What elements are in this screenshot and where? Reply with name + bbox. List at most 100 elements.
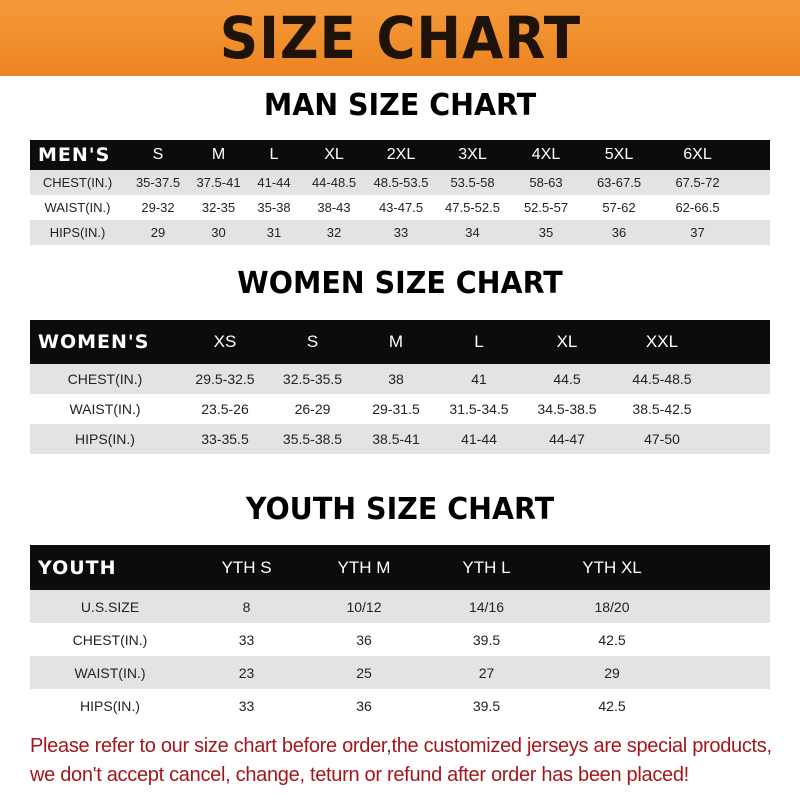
size-value: 29 — [604, 664, 620, 681]
banner-title: SIZE CHART — [219, 4, 581, 72]
row-label: CHEST(IN.) — [67, 371, 143, 387]
size-value: 39.5 — [472, 697, 501, 714]
row-label: U.S.SIZE — [80, 598, 140, 615]
size-value: 5XL — [604, 146, 634, 163]
size-value: 41-44 — [461, 431, 497, 447]
row-label: YOUTH — [38, 556, 117, 579]
size-value: 31 — [266, 225, 282, 240]
size-value: 29-31.5 — [372, 401, 420, 417]
size-value: 6XL — [683, 146, 712, 163]
table-row: HIPS(IN.) 29 30 31 32 33 34 35 36 37 — [30, 220, 770, 245]
size-value: XS — [213, 332, 237, 351]
table-row: CHEST(IN.) 33 36 39.5 42.5 — [30, 623, 770, 656]
row-label: WAIST(IN.) — [74, 664, 146, 681]
size-value: 57-62 — [602, 200, 636, 215]
row-label: CHEST(IN.) — [42, 175, 113, 190]
size-value: S — [306, 332, 319, 351]
row-label: WOMEN'S — [38, 331, 150, 353]
size-value: 44-47 — [549, 431, 585, 447]
header-row: WOMEN'S XS S M L XL XXL — [30, 320, 770, 364]
size-value: 34.5-38.5 — [537, 401, 597, 417]
size-value: YTH S — [221, 557, 272, 577]
size-value: 44.5-48.5 — [632, 371, 692, 387]
size-value: YTH XL — [582, 557, 642, 577]
size-value: 38-43 — [317, 200, 351, 215]
table-row: CHEST(IN.) 29.5-32.5 32.5-35.5 38 41 44.5 44.5… — [30, 364, 770, 394]
youth-size-table: YOUTH YTH S YTH M YTH L YTH XL U.S.SIZE 8 10/12… — [30, 545, 770, 722]
size-value: 26-29 — [294, 401, 331, 417]
size-value: 25 — [356, 664, 372, 681]
size-value: 29.5-32.5 — [195, 371, 255, 387]
size-value: 36 — [356, 631, 372, 648]
row-label: WAIST(IN.) — [69, 401, 141, 417]
size-value: XL — [324, 146, 344, 163]
row-label: MEN'S — [38, 144, 111, 166]
size-value: 14/16 — [468, 598, 505, 615]
size-value: 47.5-52.5 — [445, 200, 500, 215]
notice-line: we don't accept cancel, change, teturn o… — [30, 764, 689, 786]
size-value: 32 — [326, 225, 342, 240]
size-value: 36 — [356, 697, 372, 714]
row-label: HIPS(IN.) — [80, 697, 140, 714]
size-value: 34 — [465, 225, 480, 240]
size-value: 33-35.5 — [201, 431, 249, 447]
size-value: 35-38 — [257, 200, 291, 215]
size-value: 27 — [478, 664, 495, 681]
size-value: M — [211, 146, 226, 163]
men-size-table: MEN'S S M L XL 2XL 3XL 4XL 5XL 6XL CHEST(IN.) 35-37… — [30, 140, 770, 245]
size-value: 44.5 — [553, 371, 581, 387]
size-value: 32.5-35.5 — [282, 371, 343, 387]
size-value: 67.5-72 — [675, 175, 720, 190]
size-value: S — [152, 146, 164, 163]
header-row: MEN'S S M L XL 2XL 3XL 4XL 5XL 6XL — [30, 140, 770, 170]
size-value: 41-44 — [257, 175, 291, 190]
size-value: 52.5-57 — [523, 200, 569, 215]
size-value: 2XL — [386, 146, 416, 163]
size-value: 31.5-34.5 — [449, 401, 509, 417]
size-value: 38.5-41 — [372, 431, 420, 447]
size-value: 43-47.5 — [378, 200, 424, 215]
size-value: 32-35 — [201, 200, 236, 215]
size-value: 39.5 — [472, 631, 501, 648]
header-row: YOUTH YTH S YTH M YTH L YTH XL — [30, 545, 770, 590]
size-value: 44-48.5 — [311, 175, 357, 190]
size-value: 33 — [393, 225, 409, 240]
table-row: HIPS(IN.) 33-35.5 35.5-38.5 38.5-41 41-44 44-… — [30, 424, 770, 454]
size-value: 35-37.5 — [135, 175, 181, 190]
size-value: M — [388, 332, 404, 351]
size-value: 23.5-26 — [201, 401, 249, 417]
size-value: 23 — [238, 664, 255, 681]
size-value: 48.5-53.5 — [373, 175, 429, 190]
row-label: HIPS(IN.) — [49, 225, 106, 240]
size-value: 41 — [471, 371, 487, 387]
notice-line: Please refer to our size chart before or… — [30, 735, 772, 757]
table-row: CHEST(IN.) 35-37.5 37.5-41 41-44 44-48.5 48.5… — [30, 170, 770, 195]
size-value: 37.5-41 — [196, 175, 241, 190]
size-value: 62-66.5 — [675, 200, 720, 215]
table-row: WAIST(IN.) 23 25 27 29 — [30, 656, 770, 689]
size-value: 35 — [538, 225, 554, 240]
size-value: 3XL — [458, 146, 487, 163]
size-value: 8 — [242, 598, 251, 615]
size-value: 29 — [150, 225, 166, 240]
table-row: WAIST(IN.) 23.5-26 26-29 29-31.5 31.5-34.5 34… — [30, 394, 770, 424]
size-value: 4XL — [531, 146, 561, 163]
size-value: 38.5-42.5 — [632, 401, 692, 417]
row-label: CHEST(IN.) — [72, 631, 148, 648]
size-value: 63-67.5 — [596, 175, 642, 190]
banner: SIZE CHART — [0, 0, 800, 76]
table-row: HIPS(IN.) 33 36 39.5 42.5 — [30, 689, 770, 722]
men-chart-title: MAN SIZE CHART — [263, 88, 537, 123]
table-row: WAIST(IN.) 29-32 32-35 35-38 38-43 43-47.5 47.… — [30, 195, 770, 220]
size-value: 33 — [238, 631, 255, 648]
size-value: 10/12 — [346, 598, 382, 615]
size-value: L — [474, 332, 484, 351]
size-value: 30 — [211, 225, 226, 240]
table-row: U.S.SIZE 8 10/12 14/16 18/20 — [30, 590, 770, 623]
size-value: XXL — [645, 332, 679, 351]
size-value: 42.5 — [598, 631, 626, 648]
women-size-table: WOMEN'S XS S M L XL XXL CHEST(IN.) 29.5-32.5 32.5… — [30, 320, 770, 454]
size-value: 18/20 — [594, 598, 630, 615]
size-value: 29-32 — [141, 200, 175, 215]
youth-chart-title: YOUTH SIZE CHART — [245, 492, 555, 527]
